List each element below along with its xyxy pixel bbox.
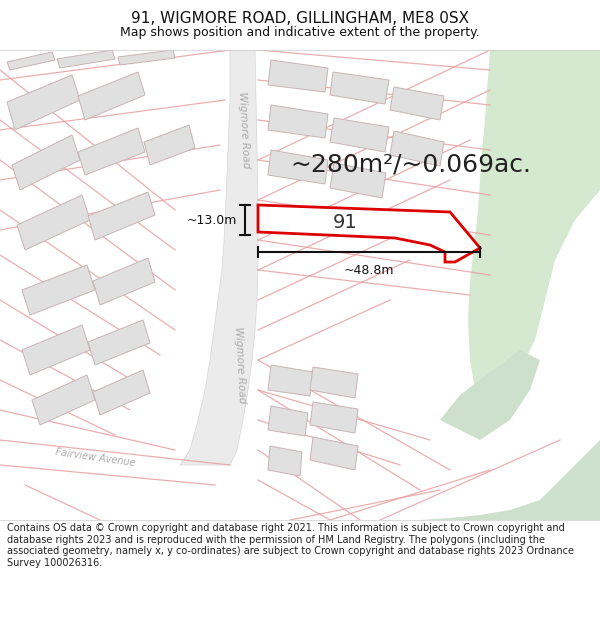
Text: Contains OS data © Crown copyright and database right 2021. This information is : Contains OS data © Crown copyright and d… bbox=[7, 523, 574, 568]
Text: ~48.8m: ~48.8m bbox=[344, 264, 394, 277]
Polygon shape bbox=[180, 50, 258, 465]
Polygon shape bbox=[330, 163, 386, 198]
Polygon shape bbox=[7, 75, 80, 130]
Text: 91: 91 bbox=[332, 213, 358, 231]
Polygon shape bbox=[268, 105, 328, 138]
Polygon shape bbox=[330, 118, 389, 152]
Polygon shape bbox=[7, 52, 55, 70]
Polygon shape bbox=[93, 258, 155, 305]
Polygon shape bbox=[268, 150, 328, 184]
Polygon shape bbox=[118, 50, 175, 65]
Polygon shape bbox=[268, 60, 328, 92]
Polygon shape bbox=[88, 192, 155, 240]
Polygon shape bbox=[268, 406, 308, 436]
Polygon shape bbox=[93, 370, 150, 415]
Text: ~280m²/~0.069ac.: ~280m²/~0.069ac. bbox=[290, 153, 531, 177]
Polygon shape bbox=[268, 446, 302, 476]
Polygon shape bbox=[17, 195, 90, 250]
Text: Map shows position and indicative extent of the property.: Map shows position and indicative extent… bbox=[120, 26, 480, 39]
Polygon shape bbox=[57, 50, 115, 68]
Polygon shape bbox=[390, 87, 444, 120]
Polygon shape bbox=[420, 440, 600, 520]
Polygon shape bbox=[88, 320, 150, 365]
Polygon shape bbox=[330, 72, 389, 104]
Polygon shape bbox=[468, 50, 600, 420]
Text: Wigmore Road: Wigmore Road bbox=[237, 91, 251, 169]
Polygon shape bbox=[22, 325, 90, 375]
Polygon shape bbox=[22, 265, 95, 315]
Polygon shape bbox=[310, 402, 358, 433]
Polygon shape bbox=[258, 205, 480, 262]
Text: ~13.0m: ~13.0m bbox=[187, 214, 237, 226]
Polygon shape bbox=[32, 375, 95, 425]
Polygon shape bbox=[144, 125, 195, 165]
Polygon shape bbox=[78, 72, 145, 120]
Polygon shape bbox=[12, 135, 80, 190]
Polygon shape bbox=[310, 437, 358, 470]
Polygon shape bbox=[310, 367, 358, 398]
Polygon shape bbox=[390, 131, 444, 166]
Polygon shape bbox=[78, 128, 145, 175]
Polygon shape bbox=[268, 365, 313, 396]
Text: Fairview Avenue: Fairview Avenue bbox=[55, 448, 136, 469]
Polygon shape bbox=[440, 350, 540, 440]
Text: 91, WIGMORE ROAD, GILLINGHAM, ME8 0SX: 91, WIGMORE ROAD, GILLINGHAM, ME8 0SX bbox=[131, 11, 469, 26]
Text: Wigmore Road: Wigmore Road bbox=[233, 326, 247, 404]
